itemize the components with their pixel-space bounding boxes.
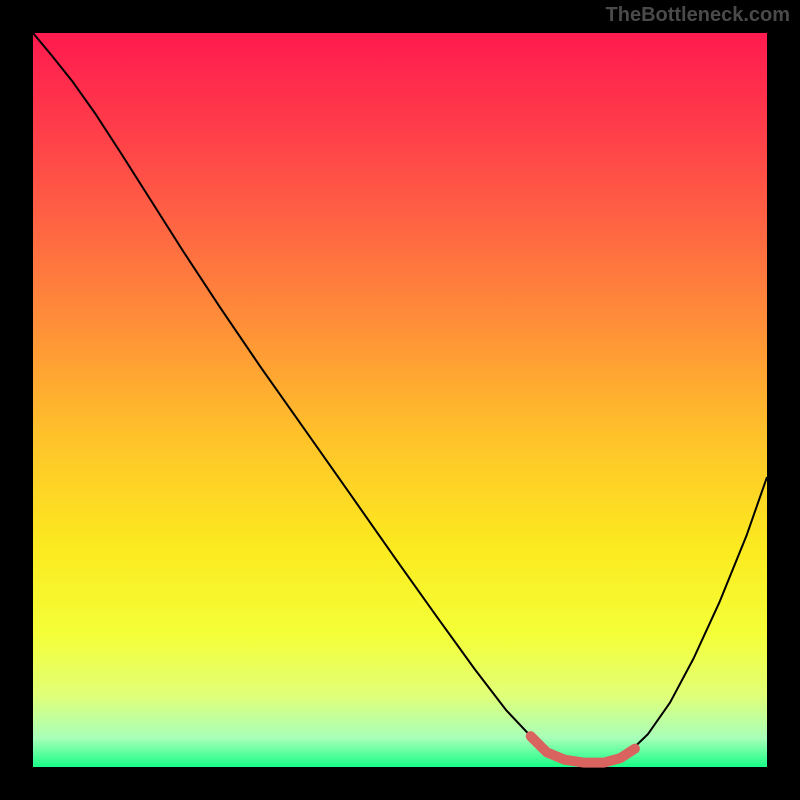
attribution-label: TheBottleneck.com <box>606 4 790 27</box>
bottleneck-curve-chart <box>0 0 800 800</box>
plot-background <box>33 33 767 767</box>
chart-container: TheBottleneck.com <box>0 0 800 800</box>
